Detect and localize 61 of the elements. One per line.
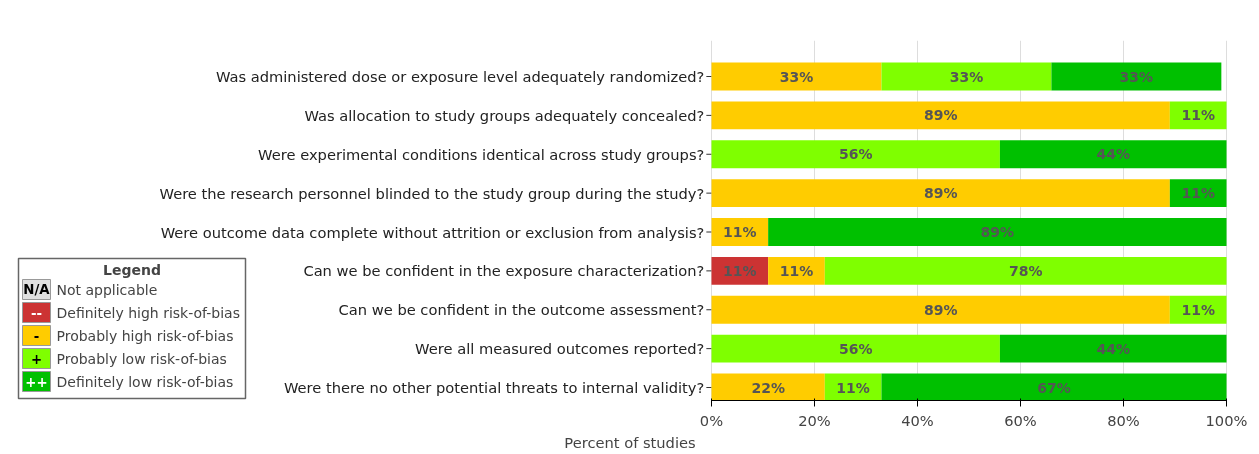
data-label: 11% xyxy=(1181,107,1215,124)
y-tick-label: Were there no other potential threats to internal validity? xyxy=(283,379,705,396)
legend-title: Legend xyxy=(103,261,161,278)
x-tick-label: 60% xyxy=(1004,411,1037,429)
legend-label: Not applicable xyxy=(56,281,158,298)
data-label: 11% xyxy=(723,224,757,240)
data-label: 56% xyxy=(838,340,873,357)
bar xyxy=(711,179,1170,208)
data-label: 89% xyxy=(923,301,958,318)
y-tick-label: Were the research personnel blinded to the study group during the study? xyxy=(159,184,705,202)
x-tick-label: 0% xyxy=(699,411,724,429)
y-tick-label: Were all measured outcomes reported? xyxy=(415,340,705,358)
x-tick-label: 100% xyxy=(1205,411,1248,429)
text: N/A xyxy=(23,282,51,297)
x-tick-label: 80% xyxy=(1107,411,1140,429)
data-label: 11% xyxy=(779,262,814,279)
data-label: 44% xyxy=(1096,146,1130,163)
data-label: 78% xyxy=(1008,262,1043,279)
bar xyxy=(999,140,1227,169)
data-label: 11% xyxy=(836,379,870,396)
bar xyxy=(711,295,1170,324)
data-label: 11% xyxy=(723,262,757,279)
text: + xyxy=(30,351,43,367)
bar xyxy=(999,334,1227,363)
bar xyxy=(711,334,1000,363)
bar xyxy=(1051,62,1222,91)
data-label: 11% xyxy=(1181,185,1215,202)
data-label: 22% xyxy=(751,379,785,396)
y-tick-label: Can we be confident in the outcome assessment? xyxy=(338,301,705,319)
y-tick-label: Was administered dose or exposure level adequately randomized? xyxy=(215,68,705,85)
x-tick-label: 40% xyxy=(901,411,934,429)
legend-label: Probably high risk-of-bias xyxy=(56,327,234,344)
data-label: 67% xyxy=(1037,379,1071,396)
data-label: 89% xyxy=(923,185,958,202)
legend-label: Probably low risk-of-bias xyxy=(56,350,227,367)
data-label: 33% xyxy=(1119,68,1154,85)
data-label: 33% xyxy=(949,68,984,85)
y-tick-label: Were outcome data complete without attrition or exclusion from analysis? xyxy=(160,223,705,241)
data-label: 44% xyxy=(1096,340,1130,357)
text: -- xyxy=(30,305,43,321)
y-tick-label: Were experimental conditions identical across study groups? xyxy=(258,145,705,163)
bar xyxy=(711,62,882,91)
data-label: 89% xyxy=(923,107,958,124)
bar xyxy=(881,373,1227,401)
data-label: 11% xyxy=(1181,301,1215,318)
bar xyxy=(711,101,1170,130)
legend-label: Definitely high risk-of-bias xyxy=(56,304,240,321)
y-tick-label: Can we be confident in the exposure characterization? xyxy=(303,262,705,280)
legend-label: Definitely low risk-of-bias xyxy=(56,373,234,390)
bar xyxy=(824,256,1227,285)
bar xyxy=(768,218,1227,246)
text: - xyxy=(33,328,40,344)
x-axis-title: Percent of studies xyxy=(564,433,696,451)
data-label: 89% xyxy=(980,224,1015,240)
data-label: 56% xyxy=(838,146,873,163)
text: ++ xyxy=(25,374,48,390)
data-label: 33% xyxy=(779,68,814,85)
bar xyxy=(881,62,1052,91)
y-tick-label: Was allocation to study groups adequately concealed? xyxy=(304,106,705,124)
x-tick-label: 20% xyxy=(798,411,831,429)
bar xyxy=(711,140,1000,169)
